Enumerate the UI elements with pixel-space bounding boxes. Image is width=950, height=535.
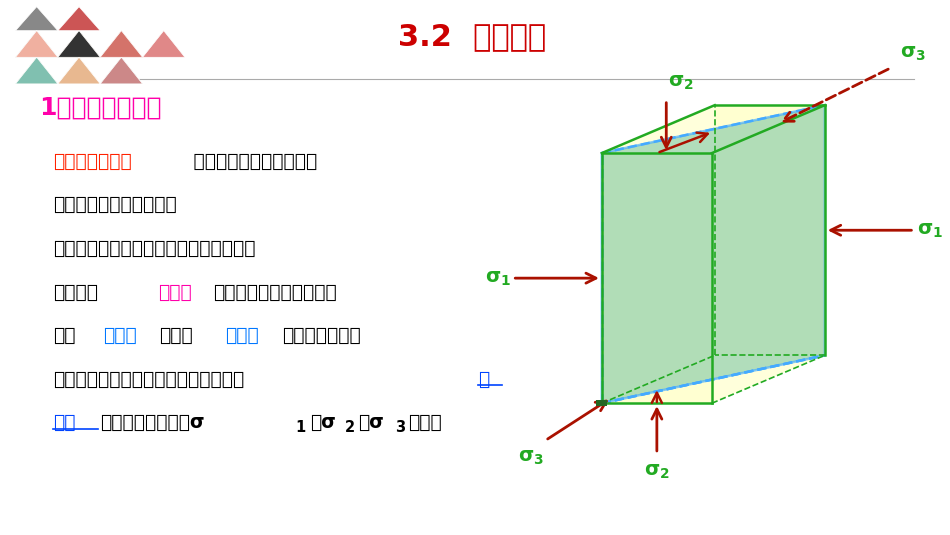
Polygon shape	[100, 30, 142, 57]
Polygon shape	[100, 30, 142, 57]
Bar	[597, 400, 607, 407]
Polygon shape	[100, 57, 142, 84]
Text: 过物体中某一点的各个不: 过物体中某一点的各个不	[187, 151, 317, 171]
Text: 面上受到的三对正应力称之为该点处的: 面上受到的三对正应力称之为该点处的	[53, 370, 244, 389]
Polygon shape	[15, 57, 58, 84]
Text: 以考察点为中心，总是可以截取一个体积: 以考察点为中心，总是可以截取一个体积	[53, 239, 256, 258]
Polygon shape	[714, 105, 825, 355]
Text: $\mathbf{\sigma_2}$: $\mathbf{\sigma_2}$	[668, 73, 693, 92]
Polygon shape	[58, 30, 100, 57]
Text: $\mathbf{\sigma_1}$: $\mathbf{\sigma_1}$	[484, 269, 510, 288]
Text: 3.2  应力状态: 3.2 应力状态	[398, 22, 546, 51]
Polygon shape	[142, 30, 185, 57]
Text: 2: 2	[345, 419, 355, 434]
Polygon shape	[58, 57, 100, 84]
Text: 1: 1	[295, 419, 305, 434]
Text: ，该立方体的六个表面上: ，该立方体的六个表面上	[213, 282, 337, 302]
Polygon shape	[601, 153, 712, 403]
Polygon shape	[712, 105, 825, 403]
Polygon shape	[15, 30, 58, 57]
Text: 作用。这六个表: 作用。这六个表	[282, 326, 361, 345]
Polygon shape	[15, 30, 58, 57]
Text: $\mathbf{\sigma_3}$: $\mathbf{\sigma_3}$	[519, 448, 544, 468]
Text: 3: 3	[395, 419, 405, 434]
Polygon shape	[58, 57, 100, 84]
Polygon shape	[601, 105, 825, 403]
Text: $\mathbf{\sigma_1}$: $\mathbf{\sigma_1}$	[917, 221, 943, 240]
Text: 主: 主	[478, 370, 489, 389]
Text: 和σ: 和σ	[358, 414, 384, 432]
Text: $\mathbf{\sigma_3}$: $\mathbf{\sigma_3}$	[901, 43, 926, 63]
Text: 剪应力: 剪应力	[225, 326, 259, 345]
Text: 立方体: 立方体	[158, 282, 191, 302]
Text: 而没有: 而没有	[160, 326, 193, 345]
Text: 应力: 应力	[53, 414, 76, 432]
Polygon shape	[15, 57, 58, 84]
Polygon shape	[100, 57, 142, 84]
Text: 1）一点应力状态: 1）一点应力状态	[39, 96, 162, 120]
Text: 正应力: 正应力	[103, 326, 137, 345]
Polygon shape	[58, 7, 100, 30]
Text: ，按照大小分别用σ: ，按照大小分别用σ	[100, 414, 204, 432]
Polygon shape	[58, 30, 100, 57]
Text: 、σ: 、σ	[310, 414, 335, 432]
Polygon shape	[15, 7, 58, 30]
Polygon shape	[601, 105, 825, 153]
Text: 表示。: 表示。	[408, 414, 442, 432]
Text: 同方向截面上的应力情况: 同方向截面上的应力情况	[53, 195, 177, 214]
Text: 趋于零的: 趋于零的	[53, 282, 98, 302]
Text: 只有: 只有	[53, 326, 76, 345]
Text: 点的应力状态：: 点的应力状态：	[53, 151, 132, 171]
Text: $\mathbf{\sigma_2}$: $\mathbf{\sigma_2}$	[644, 462, 670, 481]
